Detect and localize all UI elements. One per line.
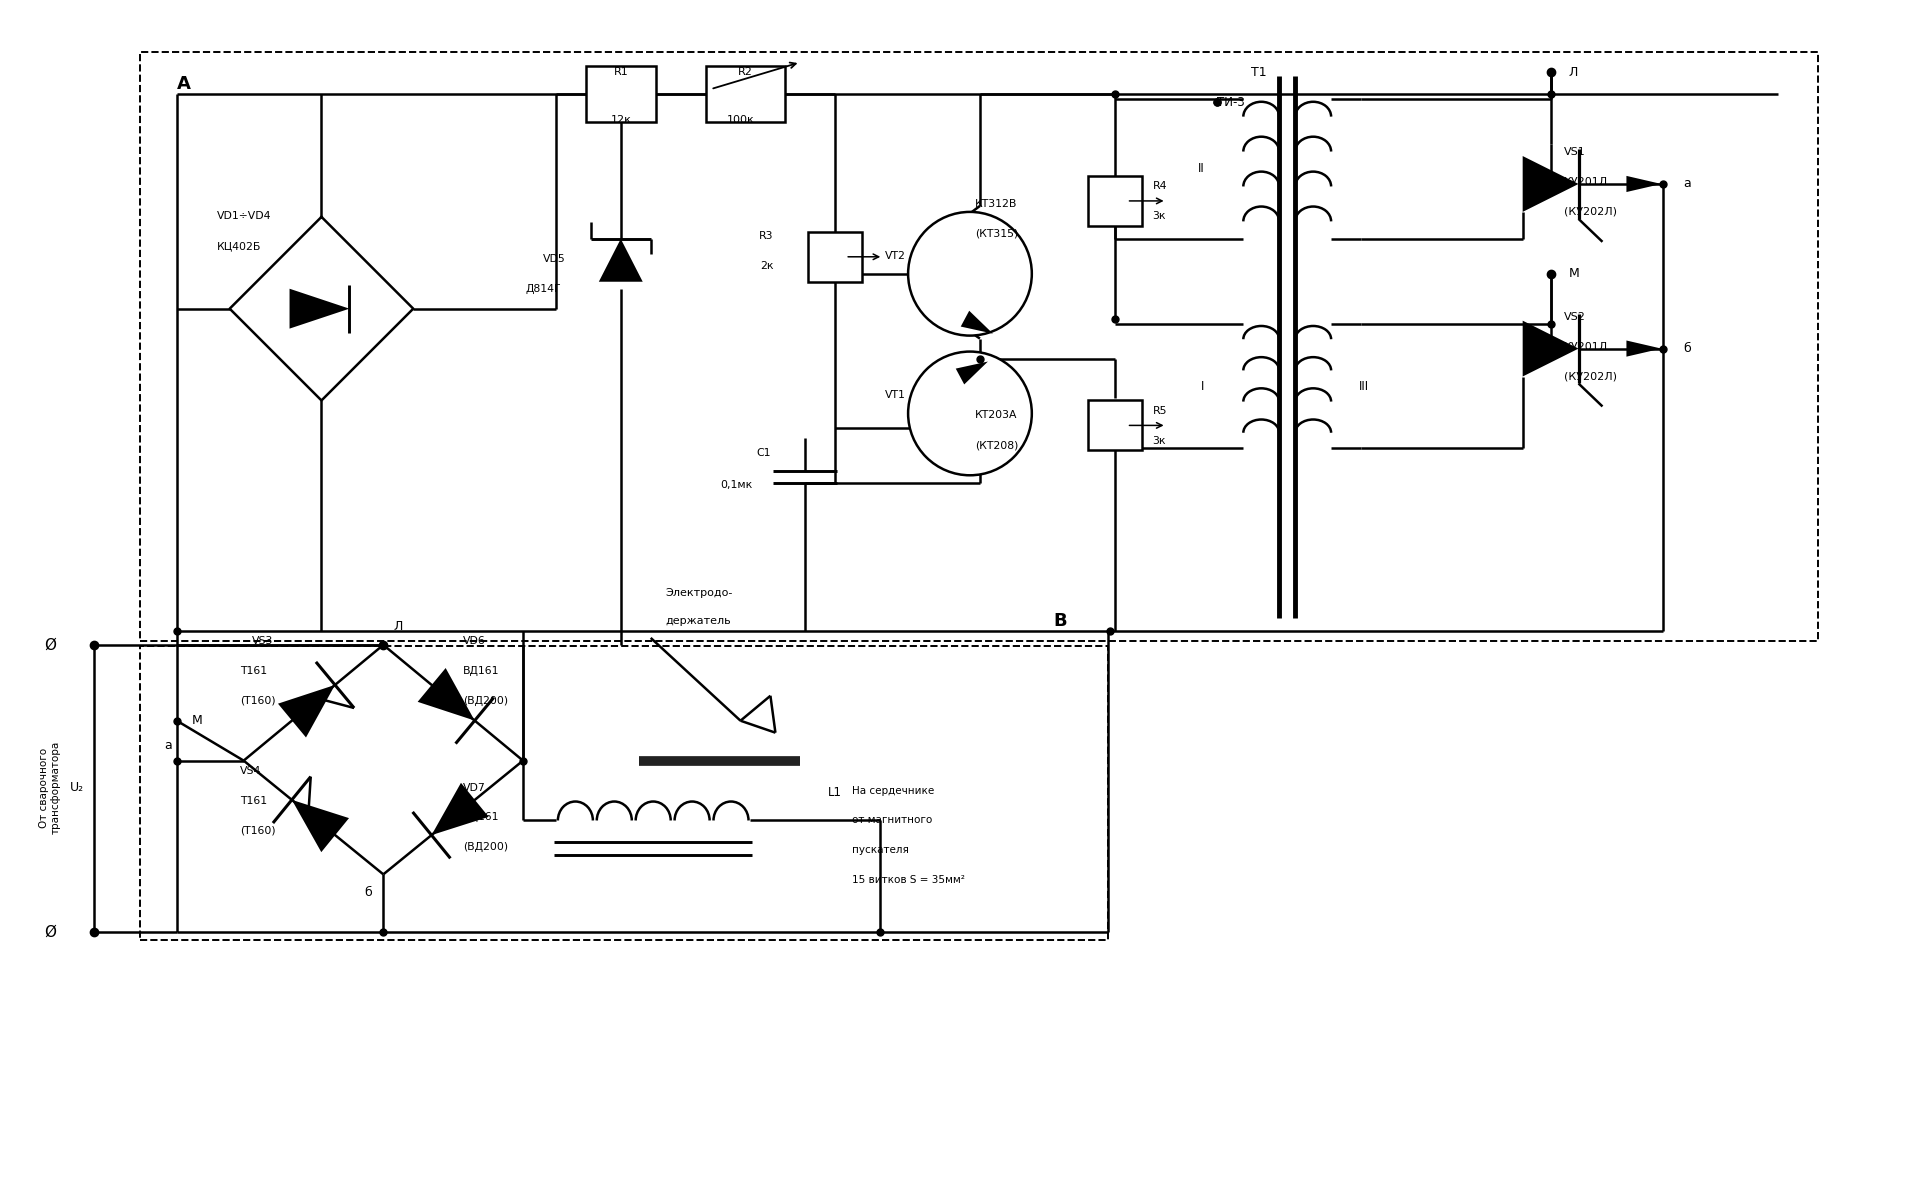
Text: а: а	[1682, 178, 1690, 191]
Text: (ВД200): (ВД200)	[463, 696, 509, 706]
Text: (КУ202Л): (КУ202Л)	[1562, 206, 1615, 217]
Text: Т1: Т1	[1252, 66, 1267, 79]
Text: б: б	[1682, 342, 1690, 356]
Text: VD7: VD7	[463, 783, 486, 792]
Text: ВД161: ВД161	[463, 666, 499, 676]
Text: Л: Л	[1568, 66, 1577, 79]
Text: Л: Л	[394, 620, 402, 633]
Text: Т161: Т161	[240, 796, 267, 805]
Polygon shape	[1522, 156, 1577, 212]
Text: VS4: VS4	[240, 766, 261, 775]
Text: а: а	[164, 740, 171, 752]
Text: VS1: VS1	[1562, 147, 1585, 157]
Polygon shape	[954, 361, 987, 384]
Text: VT2: VT2	[884, 251, 905, 261]
Polygon shape	[960, 310, 993, 334]
Text: от магнитного: от магнитного	[852, 816, 932, 826]
Text: КУ201Л: КУ201Л	[1562, 341, 1606, 352]
Text: (Т160): (Т160)	[240, 826, 274, 835]
Text: На сердечнике: На сердечнике	[852, 785, 933, 796]
Polygon shape	[431, 783, 488, 835]
Text: VD6: VD6	[463, 636, 486, 645]
Text: М: М	[1568, 267, 1579, 280]
Bar	[139, 52, 1817, 641]
Text: б: б	[364, 886, 371, 898]
Text: R1: R1	[613, 67, 629, 78]
Polygon shape	[417, 668, 474, 721]
Text: (КТ208): (КТ208)	[975, 440, 1017, 450]
Bar	[1088, 177, 1141, 225]
Text: ТИ-3: ТИ-3	[1217, 95, 1244, 109]
Text: 12к: 12к	[610, 115, 631, 125]
Polygon shape	[1522, 321, 1577, 377]
Text: КУ201Л: КУ201Л	[1562, 177, 1606, 187]
Text: А: А	[177, 75, 190, 93]
Polygon shape	[598, 239, 642, 282]
Text: 0,1мк: 0,1мк	[720, 481, 752, 490]
Text: (КТ315): (КТ315)	[975, 229, 1017, 239]
Text: Электродо-: Электродо-	[665, 588, 733, 598]
Text: I: I	[1200, 381, 1204, 392]
Polygon shape	[1625, 340, 1661, 357]
Text: 2к: 2к	[760, 261, 773, 271]
Text: Ø: Ø	[44, 637, 55, 653]
Bar	[1088, 401, 1141, 450]
Text: 3к: 3к	[1153, 437, 1166, 446]
Text: держатель: держатель	[665, 616, 732, 626]
Polygon shape	[291, 799, 349, 852]
Text: Ø: Ø	[44, 925, 55, 940]
Text: В: В	[1052, 612, 1067, 630]
Text: 3к: 3к	[1153, 211, 1166, 221]
Text: L1: L1	[829, 786, 842, 799]
Text: Д814Г: Д814Г	[526, 284, 560, 293]
Text: R4: R4	[1153, 181, 1166, 191]
Text: пускателя: пускателя	[852, 846, 909, 855]
Text: От сварочного
трансформатора: От сварочного трансформатора	[40, 741, 61, 834]
Text: (ВД200): (ВД200)	[463, 842, 509, 853]
Bar	[705, 67, 785, 122]
Circle shape	[907, 212, 1031, 335]
Text: КЦ402Б: КЦ402Б	[217, 241, 261, 251]
Text: R2: R2	[737, 67, 752, 78]
Text: R3: R3	[758, 230, 773, 241]
Text: 100к: 100к	[726, 115, 754, 125]
Text: КТ203А: КТ203А	[975, 410, 1017, 420]
Polygon shape	[278, 685, 335, 737]
Text: М: М	[192, 715, 202, 728]
Text: (Т160): (Т160)	[240, 696, 274, 706]
Text: U₂: U₂	[70, 781, 84, 795]
Bar	[139, 645, 1107, 940]
Text: КТ312В: КТ312В	[975, 199, 1017, 209]
Text: 15 витков S = 35мм²: 15 витков S = 35мм²	[852, 876, 964, 885]
Text: VS3: VS3	[251, 636, 272, 645]
Text: Т161: Т161	[240, 666, 267, 675]
Polygon shape	[1625, 175, 1661, 192]
Text: VD5: VD5	[543, 254, 566, 264]
Text: VD1÷VD4: VD1÷VD4	[217, 211, 271, 221]
Text: VS2: VS2	[1562, 311, 1585, 322]
Text: VT1: VT1	[884, 390, 905, 401]
Bar	[585, 67, 655, 122]
Bar	[808, 231, 861, 282]
Text: II: II	[1196, 162, 1204, 175]
Text: C1: C1	[756, 449, 770, 458]
Text: ВД161: ВД161	[463, 812, 499, 822]
Text: III: III	[1358, 381, 1368, 392]
Text: (КУ202Л): (КУ202Л)	[1562, 371, 1615, 382]
Polygon shape	[290, 289, 349, 328]
Circle shape	[907, 352, 1031, 475]
Text: R5: R5	[1153, 407, 1166, 416]
